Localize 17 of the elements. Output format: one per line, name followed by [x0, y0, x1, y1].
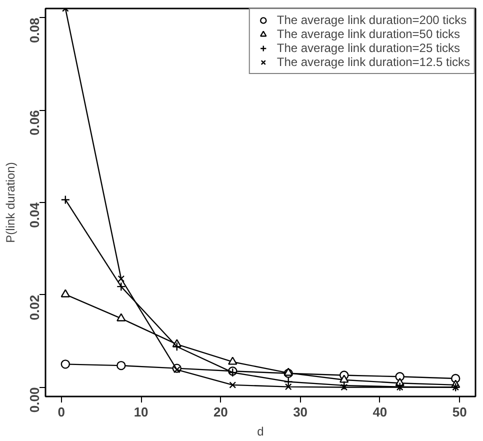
- x-tick-label: 40: [372, 404, 388, 420]
- x-tick-label: 0: [58, 404, 66, 420]
- y-axis-title: P(link duration): [4, 162, 18, 243]
- x-tick-label: 50: [452, 404, 467, 420]
- x-axis-title: d: [257, 424, 264, 438]
- legend-label: The average link duration=25 ticks: [276, 41, 460, 55]
- y-tick-label: 0.02: [27, 294, 42, 320]
- x-tick-label: 20: [213, 404, 228, 420]
- legend-label: The average link duration=50 ticks: [276, 27, 460, 41]
- legend-label: The average link duration=200 ticks: [276, 13, 467, 27]
- y-tick-label: 0.06: [27, 110, 42, 136]
- y-tick-label: 0.04: [27, 202, 42, 228]
- x-tick-label: 10: [134, 404, 148, 420]
- legend-label: The average link duration=12.5 ticks: [276, 55, 470, 69]
- x-tick-label: 30: [293, 404, 308, 420]
- y-tick-label: 0.08: [27, 18, 42, 44]
- y-tick-label: 0.00: [27, 387, 42, 413]
